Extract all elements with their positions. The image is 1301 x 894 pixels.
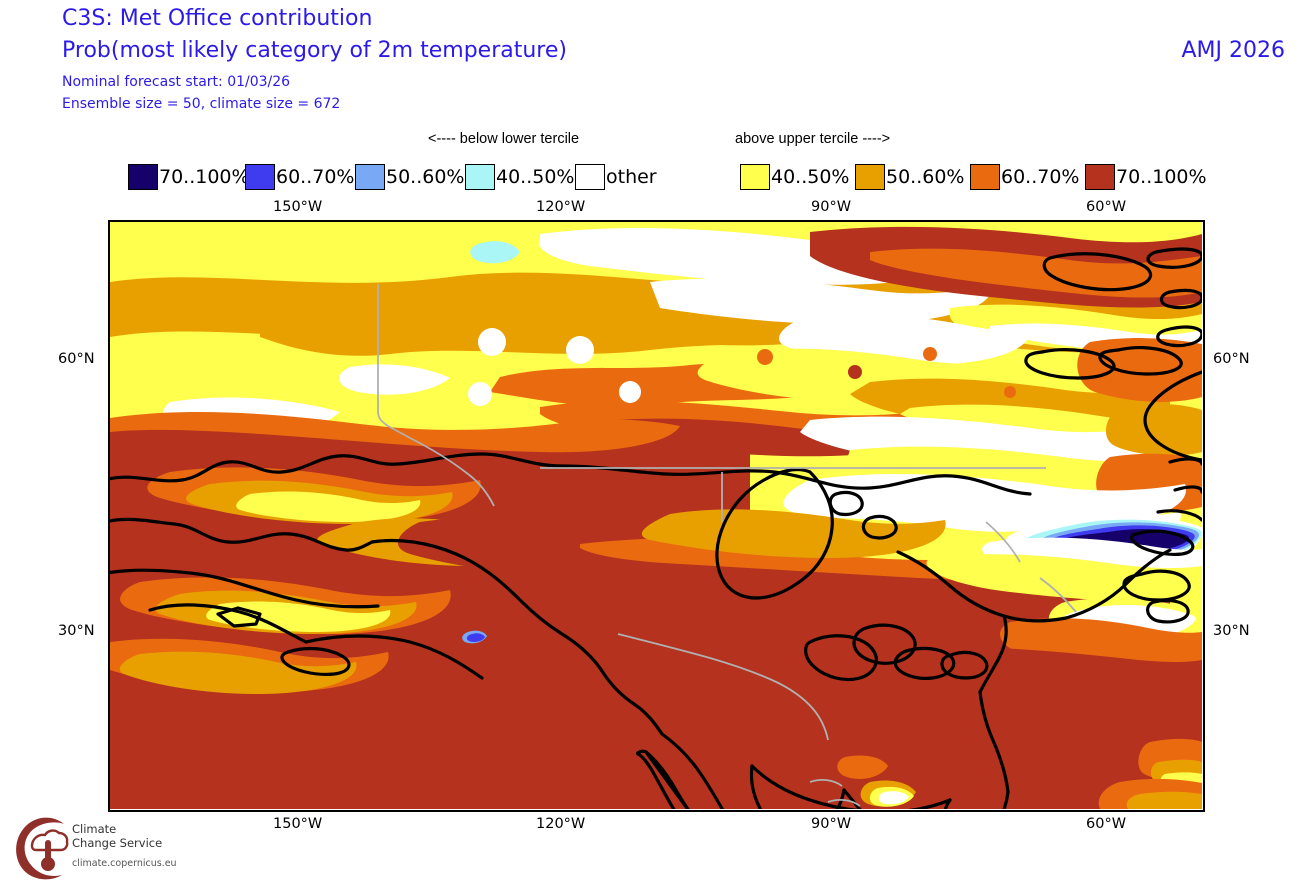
probability-legend: 70..100% 60..70% 50..60% 40..50% other 40..50…: [0, 162, 1301, 194]
legend-item: 50..60%: [855, 162, 965, 192]
legend-item: 60..70%: [970, 162, 1080, 192]
legend-swatch: [1085, 164, 1115, 190]
legend-label: 60..70%: [276, 166, 355, 188]
legend-label: 50..60%: [886, 166, 965, 188]
forecast-start-text: Nominal forecast start: 01/03/26: [62, 74, 291, 90]
lon-tick-label-top: 90°W: [811, 199, 852, 215]
logo-line-1: Climate: [72, 822, 117, 836]
ensemble-size-text: Ensemble size = 50, climate size = 672: [62, 96, 341, 112]
logo-arc-icon: [16, 817, 64, 880]
lon-tick-label-top: 120°W: [536, 199, 586, 215]
logo-cloud-icon: [30, 829, 69, 852]
legend-label: 70..100%: [159, 166, 250, 188]
lon-tick-label-bottom: 90°W: [811, 816, 852, 832]
lon-tick-label-top: 60°W: [1086, 199, 1127, 215]
legend-swatch: [465, 164, 495, 190]
forecast-period: AMJ 2026: [1181, 38, 1285, 63]
coastlines: [110, 247, 1202, 809]
legend-item: other: [575, 162, 657, 192]
lat-tick-label-right: 60°N: [1213, 351, 1250, 367]
lon-tick-label-bottom: 150°W: [273, 816, 323, 832]
legend-label: 70..100%: [1116, 166, 1207, 188]
lon-tick-label-bottom: 60°W: [1086, 816, 1127, 832]
legend-item: 70..100%: [128, 162, 250, 192]
logo-thermometer-stem-icon: [45, 840, 51, 862]
legend-label: other: [606, 166, 657, 188]
legend-swatch: [355, 164, 385, 190]
lat-tick-label-left: 60°N: [58, 351, 95, 367]
forecast-map[interactable]: [108, 220, 1205, 812]
legend-item: 50..60%: [355, 162, 465, 192]
lon-tick-label-top: 150°W: [273, 199, 323, 215]
logo-line-2: Change Service: [72, 836, 163, 850]
legend-swatch: [970, 164, 1000, 190]
legend-item: 40..50%: [740, 162, 850, 192]
copernicus-logo: [8, 812, 188, 892]
political-borders: [377, 284, 1077, 807]
below-tercile-label: <---- below lower tercile: [428, 131, 580, 147]
logo-url: climate.copernicus.eu: [72, 858, 177, 869]
lat-tick-label-right: 30°N: [1213, 623, 1250, 639]
legend-label: 50..60%: [386, 166, 465, 188]
legend-swatch: [575, 164, 605, 190]
legend-swatch: [128, 164, 158, 190]
legend-swatch: [740, 164, 770, 190]
legend-label: 40..50%: [771, 166, 850, 188]
above-tercile-label: above upper tercile ---->: [735, 131, 891, 147]
lon-tick-label-bottom: 120°W: [536, 816, 586, 832]
legend-label: 60..70%: [1001, 166, 1080, 188]
page-subtitle: Prob(most likely category of 2m temperat…: [62, 38, 567, 63]
legend-label: 40..50%: [496, 166, 575, 188]
lat-tick-label-left: 30°N: [58, 623, 95, 639]
legend-item: 60..70%: [245, 162, 355, 192]
page-title: C3S: Met Office contribution: [62, 6, 373, 31]
legend-item: 40..50%: [465, 162, 575, 192]
legend-swatch: [245, 164, 275, 190]
legend-item: 70..100%: [1085, 162, 1207, 192]
logo-thermometer-bulb-icon: [41, 857, 55, 871]
legend-swatch: [855, 164, 885, 190]
probability-field: [110, 222, 1202, 809]
